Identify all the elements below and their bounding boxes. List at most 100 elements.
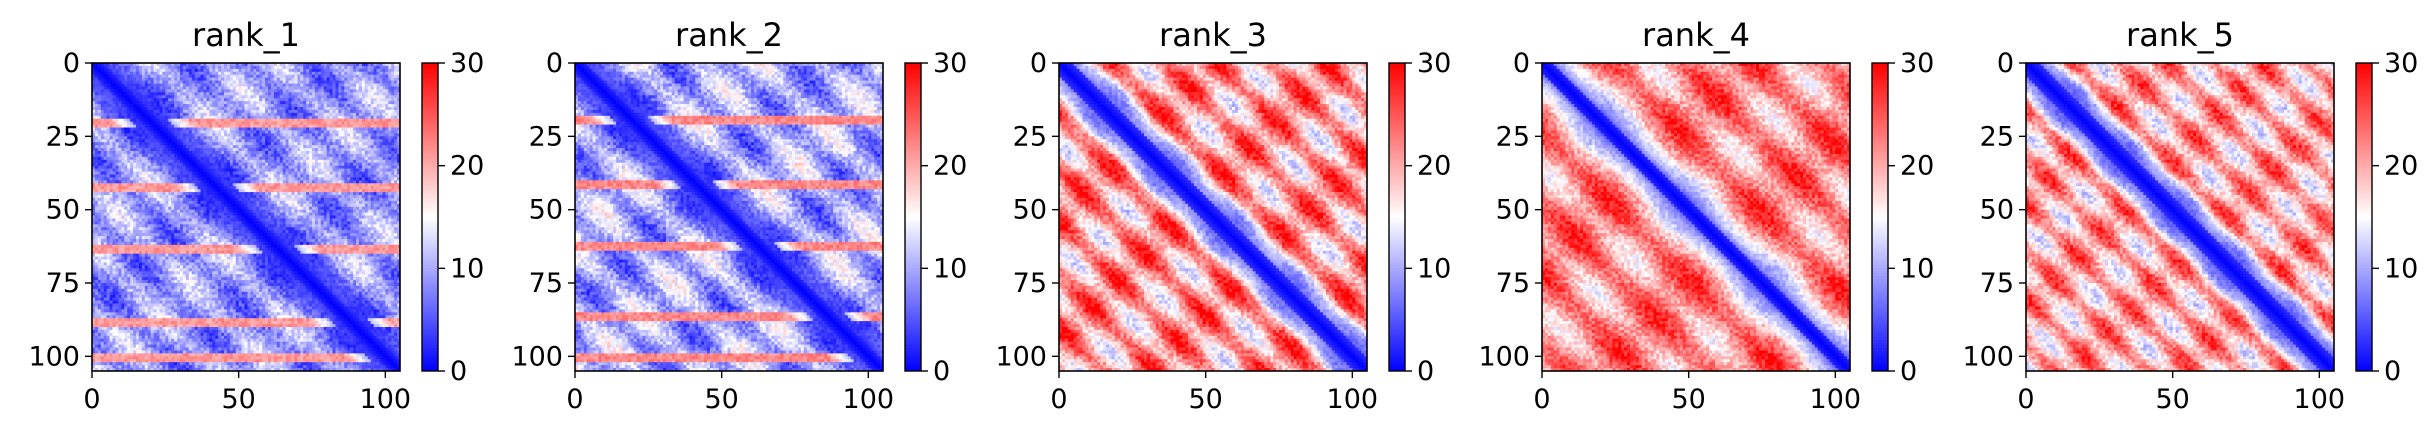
heatmap-cell (95, 89, 98, 92)
heatmap-cell (309, 107, 312, 110)
heatmap-cell (268, 113, 271, 116)
heatmap-cell (127, 75, 130, 78)
heatmap-cell (221, 107, 224, 110)
heatmap-cell (268, 66, 271, 69)
heatmap-cell (209, 75, 212, 78)
heatmap-cell (154, 104, 157, 107)
heatmap-cell (256, 113, 259, 116)
heatmap-cell (133, 72, 136, 75)
heatmap-cell (218, 81, 221, 84)
heatmap-cell (227, 107, 230, 110)
heatmap-cell (104, 119, 107, 122)
heatmap-cell (195, 107, 198, 110)
heatmap-cell (250, 86, 253, 89)
heatmap-cell (374, 101, 377, 104)
heatmap-cell (139, 104, 142, 107)
heatmap-cell (324, 84, 327, 87)
heatmap-cell (245, 72, 248, 75)
heatmap-cell (324, 104, 327, 107)
heatmap-cell (113, 101, 116, 104)
heatmap-cell (104, 86, 107, 89)
heatmap-cell (385, 89, 388, 92)
heatmap-cell (265, 113, 268, 116)
heatmap-cell (209, 98, 212, 101)
heatmap-cell (291, 89, 294, 92)
heatmap-cell (318, 78, 321, 81)
heatmap-cell (145, 113, 148, 116)
heatmap-cell (374, 110, 377, 113)
heatmap-cell (350, 89, 353, 92)
heatmap-cell (315, 84, 318, 87)
heatmap-cell (171, 92, 174, 95)
heatmap-cell (130, 69, 133, 72)
heatmap-cell (133, 98, 136, 101)
heatmap-cell (262, 116, 265, 119)
heatmap-cell (245, 75, 248, 78)
heatmap-cell (394, 107, 397, 110)
heatmap-cell (115, 81, 118, 84)
heatmap-cell (121, 72, 124, 75)
heatmap-cell (347, 92, 350, 95)
heatmap-cell (242, 107, 245, 110)
heatmap-cell (171, 113, 174, 116)
heatmap-cell (250, 113, 253, 116)
heatmap-cell (104, 72, 107, 75)
heatmap-cell (368, 95, 371, 98)
heatmap-cell (353, 66, 356, 69)
heatmap-cell (294, 110, 297, 113)
heatmap-cell (162, 110, 165, 113)
heatmap-cell (162, 69, 165, 72)
heatmap-cell (139, 110, 142, 113)
heatmap-cell (294, 95, 297, 98)
heatmap-cell (391, 89, 394, 92)
heatmap-cell (356, 86, 359, 89)
heatmap-cell (294, 104, 297, 107)
heatmap-cell (394, 86, 397, 89)
heatmap-cell (341, 110, 344, 113)
heatmap-cell (247, 101, 250, 104)
heatmap-cell (256, 110, 259, 113)
heatmap-cell (206, 84, 209, 87)
heatmap-cell (110, 89, 113, 92)
heatmap-cell (391, 116, 394, 119)
heatmap-cell (195, 101, 198, 104)
heatmap-cell (154, 98, 157, 101)
heatmap-cell (247, 104, 250, 107)
heatmap-cell (215, 69, 218, 72)
heatmap-cell (297, 66, 300, 69)
heatmap-cell (377, 104, 380, 107)
heatmap-cell (347, 101, 350, 104)
heatmap-cell (95, 104, 98, 107)
heatmap-cell (133, 81, 136, 84)
heatmap-cell (227, 81, 230, 84)
heatmap-cell (198, 75, 201, 78)
heatmap-cell (321, 84, 324, 87)
heatmap-cell (239, 92, 242, 95)
heatmap-cell (291, 86, 294, 89)
heatmap-cell (195, 75, 198, 78)
heatmap-cell (95, 92, 98, 95)
heatmap-cell (245, 107, 248, 110)
heatmap-cell (321, 66, 324, 69)
heatmap-cell (356, 95, 359, 98)
heatmap-cell (265, 69, 268, 72)
heatmap-cell (171, 116, 174, 119)
heatmap-cell (227, 69, 230, 72)
heatmap-cell (377, 116, 380, 119)
heatmap-cell (174, 72, 177, 75)
heatmap-cell (297, 78, 300, 81)
heatmap-cell (95, 84, 98, 87)
heatmap-cell (212, 72, 215, 75)
heatmap-cell (148, 75, 151, 78)
heatmap-cell (95, 107, 98, 110)
heatmap-cell (303, 72, 306, 75)
heatmap-cell (330, 92, 333, 95)
heatmap-cell (127, 89, 130, 92)
heatmap-cell (162, 89, 165, 92)
heatmap-cell (168, 101, 171, 104)
heatmap-cell (368, 86, 371, 89)
heatmap-cell (189, 98, 192, 101)
heatmap-cell (124, 116, 127, 119)
heatmap-cell (113, 113, 116, 116)
heatmap-cell (124, 104, 127, 107)
